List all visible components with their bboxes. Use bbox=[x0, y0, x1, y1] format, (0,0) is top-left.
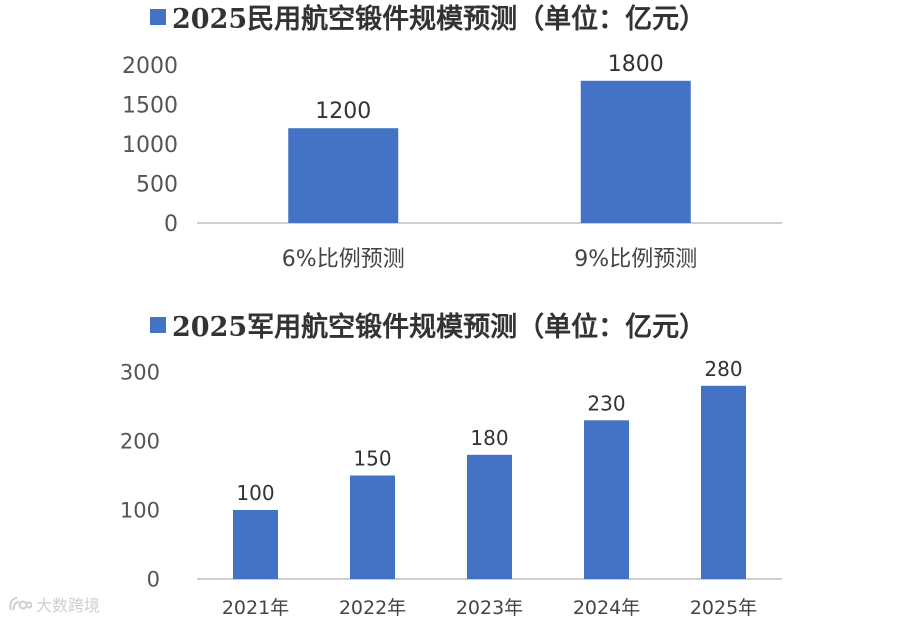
x-tick-label: 2022年 bbox=[339, 597, 406, 619]
bar bbox=[288, 128, 399, 223]
x-tick-label: 2024年 bbox=[573, 597, 640, 619]
data-label: 1200 bbox=[315, 99, 371, 124]
data-label: 1800 bbox=[608, 52, 664, 77]
watermark-text: 大数跨境 bbox=[36, 596, 101, 615]
legend-marker bbox=[150, 317, 166, 333]
y-tick-label: 1500 bbox=[122, 93, 178, 118]
data-label: 180 bbox=[470, 426, 508, 450]
brand-logo-icon bbox=[9, 597, 32, 611]
y-tick-label: 1000 bbox=[122, 133, 178, 158]
y-tick-label: 500 bbox=[136, 172, 178, 197]
chart-title: 2025军用航空锻件规模预测（单位：亿元） bbox=[172, 311, 706, 343]
legend-marker bbox=[150, 9, 166, 25]
bar bbox=[233, 510, 278, 579]
bar bbox=[467, 454, 512, 579]
x-tick-label: 2025年 bbox=[690, 597, 757, 619]
y-tick-label: 100 bbox=[120, 499, 160, 523]
x-tick-label: 6%比例预测 bbox=[282, 247, 405, 272]
data-label: 280 bbox=[704, 357, 742, 381]
x-tick-label: 9%比例预测 bbox=[574, 247, 697, 272]
watermark: 大数跨境 bbox=[8, 592, 100, 616]
y-tick-label: 200 bbox=[120, 430, 160, 454]
data-label: 100 bbox=[236, 481, 274, 505]
chart-title: 2025民用航空锻件规模预测（单位：亿元） bbox=[172, 3, 706, 35]
data-label: 230 bbox=[587, 391, 625, 415]
y-tick-label: 2000 bbox=[122, 54, 178, 79]
civil-aviation-chart: 2025民用航空锻件规模预测（单位：亿元） 0 500 1000 1500 2000 120… bbox=[122, 3, 782, 272]
bar bbox=[580, 80, 691, 223]
data-label: 150 bbox=[353, 447, 391, 471]
x-tick-label: 2023年 bbox=[456, 597, 523, 619]
bar bbox=[350, 475, 395, 579]
y-tick-label: 300 bbox=[120, 361, 160, 385]
bar bbox=[584, 420, 629, 579]
y-tick-label: 0 bbox=[164, 212, 178, 237]
military-aviation-chart: 2025军用航空锻件规模预测（单位：亿元） 0 100 200 300 100 2021年 1… bbox=[120, 311, 782, 619]
y-tick-label: 0 bbox=[147, 568, 160, 592]
bar bbox=[701, 385, 746, 579]
x-tick-label: 2021年 bbox=[222, 597, 289, 619]
